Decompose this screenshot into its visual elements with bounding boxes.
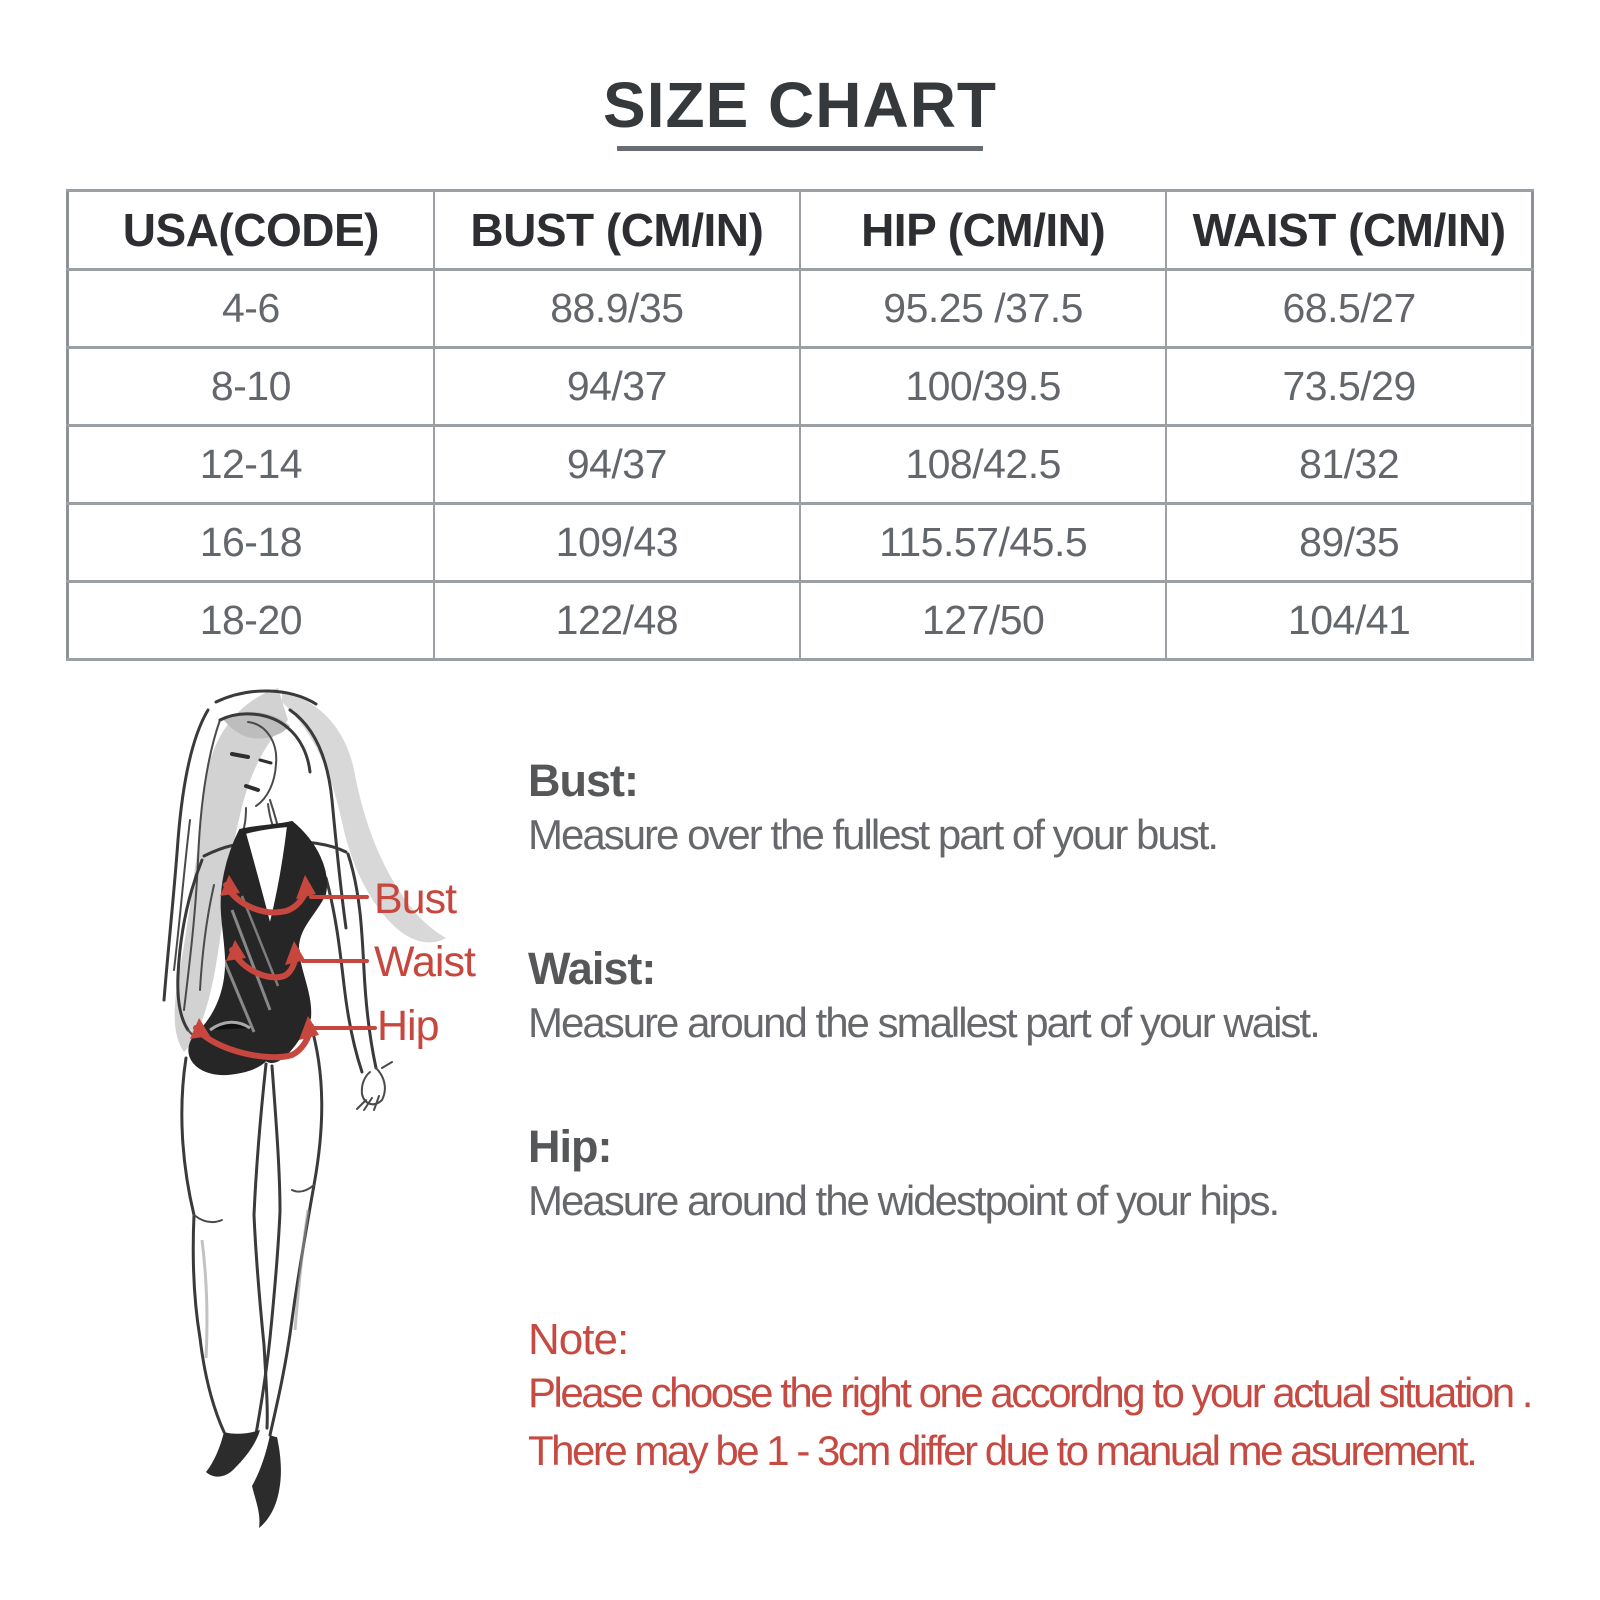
table-cell: 94/37 bbox=[432, 424, 802, 505]
page-title: SIZE CHART bbox=[603, 69, 997, 141]
hip-label: Hip bbox=[377, 1002, 440, 1050]
table-cell: 127/50 bbox=[798, 580, 1168, 661]
bust-measure-arc bbox=[220, 875, 369, 916]
table-cell: 115.57/45.5 bbox=[798, 502, 1168, 583]
table-cell: 81/32 bbox=[1165, 424, 1534, 505]
table-cell: 68.5/27 bbox=[1165, 268, 1534, 349]
back-foot bbox=[206, 1430, 260, 1477]
col-header-hip: HIP (CM/IN) bbox=[798, 189, 1168, 271]
table-cell: 108/42.5 bbox=[798, 424, 1168, 505]
legs bbox=[180, 1020, 324, 1528]
table-cell: 109/43 bbox=[432, 502, 802, 583]
table-cell: 100/39.5 bbox=[798, 346, 1168, 427]
table-cell: 95.25 /37.5 bbox=[798, 268, 1168, 349]
bust-heading: Bust: bbox=[528, 755, 639, 806]
table-cell: 104/41 bbox=[1165, 580, 1534, 661]
bust-label: Bust bbox=[374, 875, 457, 923]
waist-heading: Waist: bbox=[528, 943, 656, 994]
title-underline bbox=[617, 146, 983, 151]
waist-label: Waist bbox=[374, 938, 476, 986]
size-table-header-row: USA(CODE) BUST (CM/IN) HIP (CM/IN) WAIST… bbox=[66, 189, 1534, 271]
table-cell: 8-10 bbox=[66, 346, 435, 427]
waist-measure-arc bbox=[226, 940, 369, 981]
table-row: 18-20 122/48 127/50 104/41 bbox=[66, 580, 1534, 661]
hip-body: Measure around the widestpoint of your h… bbox=[528, 1177, 1280, 1224]
hip-measure-arc bbox=[190, 1016, 377, 1061]
table-row: 4-6 88.9/35 95.25 /37.5 68.5/27 bbox=[66, 268, 1534, 349]
table-row: 8-10 94/37 100/39.5 73.5/29 bbox=[66, 346, 1534, 427]
table-cell: 18-20 bbox=[66, 580, 435, 661]
waist-body: Measure around the smallest part of your… bbox=[528, 999, 1321, 1046]
table-row: 12-14 94/37 108/42.5 81/32 bbox=[66, 424, 1534, 505]
table-cell: 4-6 bbox=[66, 268, 435, 349]
face bbox=[230, 721, 281, 843]
table-cell: 89/35 bbox=[1165, 502, 1534, 583]
table-cell: 12-14 bbox=[66, 424, 435, 505]
figure-sketch bbox=[162, 688, 446, 1528]
bust-instruction-section: Bust: Measure over the fullest part of y… bbox=[528, 755, 1219, 860]
note-line-2: There may be 1 - 3cm differ due to manua… bbox=[528, 1427, 1478, 1474]
note-line-1: Please choose the right one accordng to … bbox=[528, 1369, 1533, 1416]
note-heading: Note: bbox=[528, 1315, 629, 1364]
table-cell: 88.9/35 bbox=[432, 268, 802, 349]
col-header-waist: WAIST (CM/IN) bbox=[1165, 189, 1534, 271]
col-header-bust: BUST (CM/IN) bbox=[432, 189, 802, 271]
note-section: Note: Please choose the right one accord… bbox=[528, 1315, 1533, 1480]
hip-heading: Hip: bbox=[528, 1121, 612, 1172]
table-cell: 122/48 bbox=[432, 580, 802, 661]
waist-instruction-section: Waist: Measure around the smallest part … bbox=[528, 943, 1321, 1048]
col-header-usa-code: USA(CODE) bbox=[66, 189, 435, 271]
front-foot bbox=[252, 1435, 281, 1528]
table-cell: 73.5/29 bbox=[1165, 346, 1534, 427]
hip-instruction-section: Hip: Measure around the widestpoint of y… bbox=[528, 1121, 1280, 1226]
size-table: USA(CODE) BUST (CM/IN) HIP (CM/IN) WAIST… bbox=[66, 189, 1534, 661]
table-cell: 16-18 bbox=[66, 502, 435, 583]
table-row: 16-18 109/43 115.57/45.5 89/35 bbox=[66, 502, 1534, 583]
v-neckline bbox=[243, 824, 290, 927]
table-cell: 94/37 bbox=[432, 346, 802, 427]
bust-body: Measure over the fullest part of your bu… bbox=[528, 811, 1219, 858]
